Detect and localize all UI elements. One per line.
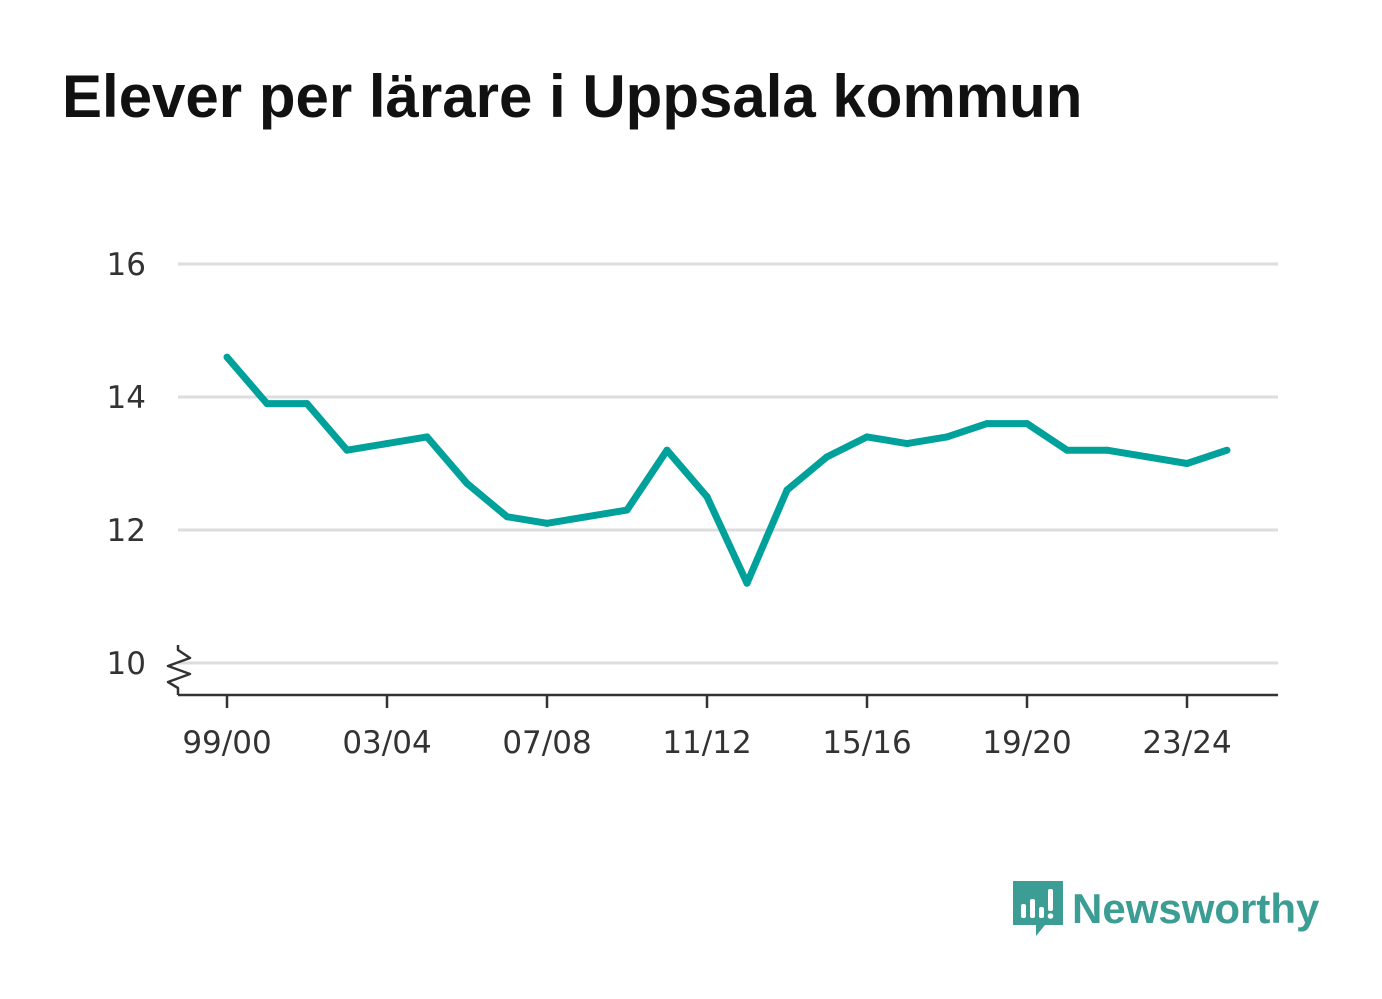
data-point-10-11 [663,446,671,454]
grid-lines [178,262,1278,665]
chart-title: Elever per lärare i Uppsala kommun [62,63,1083,130]
newsworthy-chart-icon [1013,881,1063,936]
logo-text: Newsworthy [1072,885,1320,932]
series-line-0 [224,354,1229,587]
data-point-03-04 [383,440,391,448]
data-point-06-07 [503,513,511,521]
data-point-99-00 [223,353,231,361]
x-tick-label-19-20: 19/20 [982,725,1071,761]
data-point-15-16 [863,433,871,441]
data-point-02-03 [343,446,351,454]
data-point-13-14 [783,486,791,494]
x-tick-labels: 99/00 03/04 07/08 11/12 15/16 19/20 23/24 [182,725,1231,761]
data-point-04-05 [423,433,431,441]
data-point-07-08 [543,519,551,527]
newsworthy-logo: Newsworthy [1010,878,1319,940]
data-point-16-17 [903,440,911,448]
data-point-05-06 [463,479,471,487]
data-point-19-20 [1023,420,1031,428]
x-tick-label-23-24: 23/24 [1142,725,1231,761]
x-axis [166,645,1278,708]
series-layer [224,354,1229,587]
data-point-17-18 [943,433,951,441]
data-point-12-13 [743,579,751,587]
y-tick-label-10: 10 [107,646,146,682]
data-point-23-24 [1183,460,1191,467]
data-point-22-23 [1143,453,1151,461]
y-tick-label-12: 12 [107,513,146,549]
data-point-11-12 [703,493,711,501]
data-point-00-01 [263,400,271,408]
data-point-21-22 [1103,446,1111,454]
y-tick-labels: 10 12 14 16 [107,247,146,682]
data-point-01-02 [303,400,311,408]
x-tick-label-15-16: 15/16 [822,725,911,761]
x-tick-label-03-04: 03/04 [342,725,431,761]
axis-break-mark [166,645,192,695]
data-point-14-15 [823,453,831,461]
data-point-20-21 [1063,446,1071,454]
data-point-18-19 [983,420,991,428]
x-tick-label-11-12: 11/12 [662,725,751,761]
y-tick-label-16: 16 [107,247,146,283]
x-tick-label-07-08: 07/08 [502,725,591,761]
data-points [223,353,1231,587]
y-tick-label-14: 14 [107,380,146,416]
data-point-24-25 [1223,446,1231,454]
data-point-08-09 [583,513,591,521]
data-point-09-10 [623,506,631,514]
x-tick-label-99-00: 99/00 [182,725,271,761]
